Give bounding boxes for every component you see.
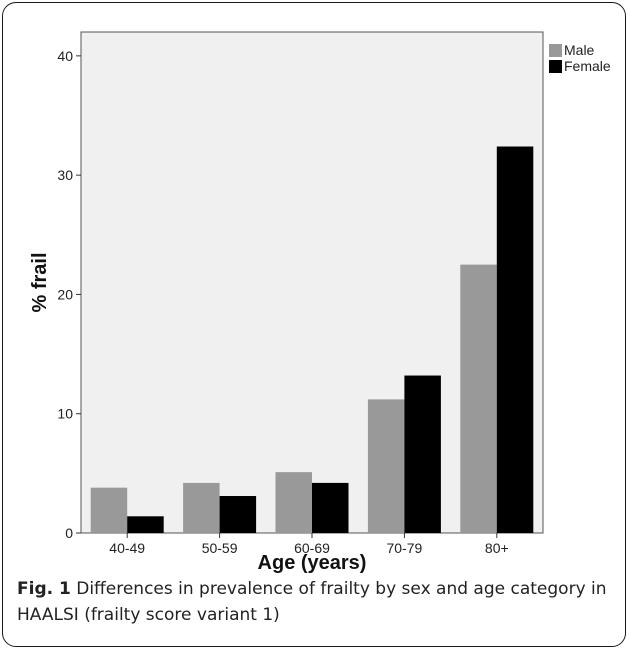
figure-caption-text: Differences in prevalence of frailty by … <box>17 579 607 625</box>
bar-female-70-79 <box>404 375 441 533</box>
bar-male-60-69 <box>275 472 312 533</box>
legend-label-female: Female <box>564 58 611 74</box>
x-tick-label: 60-69 <box>294 540 330 556</box>
bar-female-80+ <box>496 146 534 533</box>
y-axis: 0 10 20 30 40 <box>57 48 81 541</box>
y-tick-label: 30 <box>57 167 73 183</box>
y-tick-label: 40 <box>57 48 73 64</box>
bar-female-40-49 <box>127 516 164 533</box>
legend-swatch-female <box>549 60 562 73</box>
y-tick-label: 10 <box>57 406 73 422</box>
y-axis-label: % frail <box>29 252 51 312</box>
bar-male-50-59 <box>183 482 220 533</box>
x-axis-label: Age (years) <box>258 552 367 574</box>
bar-male-70-79 <box>367 399 405 533</box>
legend-swatch-male <box>549 44 562 57</box>
y-tick-label: 20 <box>57 286 73 302</box>
x-tick-label: 50-59 <box>202 540 238 556</box>
x-tick-label: 80+ <box>485 540 509 556</box>
figure-caption: Fig. 1 Differences in prevalence of frai… <box>17 576 617 628</box>
bar-male-40-49 <box>90 487 128 533</box>
bar-female-60-69 <box>312 482 349 533</box>
figure-label: Fig. 1 <box>17 579 71 599</box>
x-tick-label: 40-49 <box>109 540 145 556</box>
bar-male-80+ <box>460 264 497 533</box>
x-tick-label: 70-79 <box>386 540 422 556</box>
legend-label-male: Male <box>564 42 595 58</box>
bars-group <box>90 146 534 533</box>
bar-chart: 0 10 20 30 40 40-49 50-59 60-69 70-79 80+ MaleFe… <box>29 31 611 574</box>
y-tick-label: 0 <box>65 525 73 541</box>
bar-female-50-59 <box>219 496 257 533</box>
x-axis: 40-49 50-59 60-69 70-79 80+ <box>109 533 509 556</box>
